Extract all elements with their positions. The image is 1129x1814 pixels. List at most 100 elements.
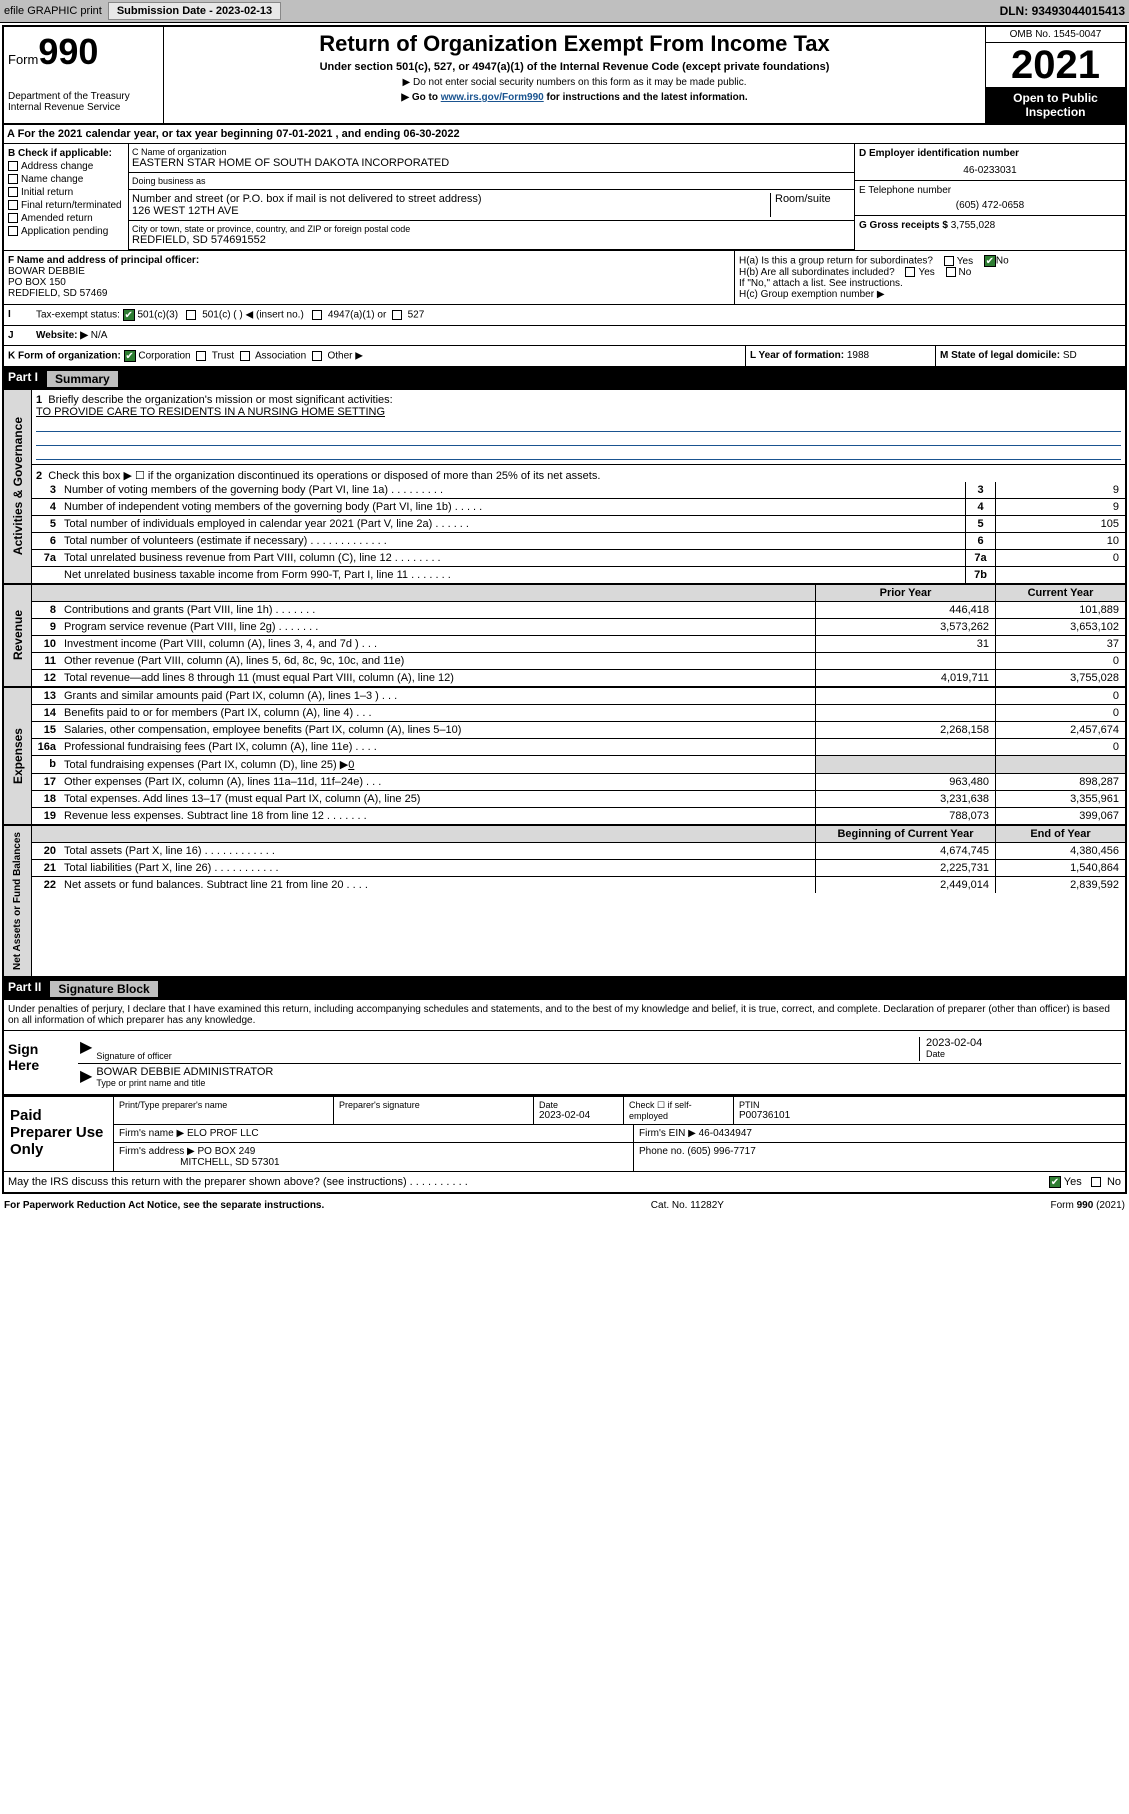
current-year-header: Current Year xyxy=(995,585,1125,601)
l20-prior: 4,674,745 xyxy=(815,843,995,859)
org-name: EASTERN STAR HOME OF SOUTH DAKOTA INCORP… xyxy=(132,157,851,169)
hb-yes[interactable] xyxy=(905,267,915,277)
l12-curr: 3,755,028 xyxy=(995,670,1125,686)
sig-name-title: BOWAR DEBBIE ADMINISTRATOR xyxy=(96,1066,1119,1078)
chk-address-change[interactable] xyxy=(8,161,18,171)
discuss-text: May the IRS discuss this return with the… xyxy=(8,1176,468,1188)
discuss-no[interactable] xyxy=(1091,1177,1101,1187)
opt-address-change: Address change xyxy=(21,161,93,172)
period-end: 06-30-2022 xyxy=(403,128,459,140)
opt-final-return: Final return/terminated xyxy=(21,200,122,211)
l10-curr: 37 xyxy=(995,636,1125,652)
tel-value: (605) 472-0658 xyxy=(859,200,1121,211)
chk-trust[interactable] xyxy=(196,351,206,361)
l16b-text: Total fundraising expenses (Part IX, col… xyxy=(64,759,348,771)
l19-prior: 788,073 xyxy=(815,808,995,824)
l17-prior: 963,480 xyxy=(815,774,995,790)
end-year-header: End of Year xyxy=(995,826,1125,842)
dln-label: DLN: xyxy=(1000,4,1032,18)
period-a: A For the 2021 calendar year, or tax yea… xyxy=(7,128,276,140)
officer-addr2: REDFIELD, SD 57469 xyxy=(8,288,730,299)
no-label: No xyxy=(996,256,1009,267)
l17-curr: 898,287 xyxy=(995,774,1125,790)
print-name-label: Print/Type preparer's name xyxy=(119,1100,328,1110)
l22-curr: 2,839,592 xyxy=(995,877,1125,893)
l18-prior: 3,231,638 xyxy=(815,791,995,807)
efile-label: efile GRAPHIC print xyxy=(4,5,102,17)
chk-527[interactable] xyxy=(392,310,402,320)
self-employed-check: Check ☐ if self-employed xyxy=(624,1097,734,1124)
org-name-label: C Name of organization xyxy=(132,147,851,157)
ein-value: 46-0233031 xyxy=(859,165,1121,176)
yes-label: Yes xyxy=(957,256,973,267)
gross-label: G Gross receipts $ xyxy=(859,220,951,231)
l11-curr: 0 xyxy=(995,653,1125,669)
firm-addr-label: Firm's address ▶ xyxy=(119,1146,195,1157)
form-num: 990 xyxy=(38,31,98,72)
discuss-yes-label: Yes xyxy=(1064,1176,1082,1188)
website-label: Website: ▶ xyxy=(36,330,88,341)
chk-501c3[interactable]: ✔ xyxy=(123,309,135,321)
chk-initial-return[interactable] xyxy=(8,187,18,197)
room-label: Room/suite xyxy=(775,193,851,205)
opt-amended: Amended return xyxy=(21,213,93,224)
officer-label: F Name and address of principal officer: xyxy=(8,255,199,266)
ha-label: H(a) Is this a group return for subordin… xyxy=(739,256,933,267)
submission-date-box: Submission Date - 2023-02-13 xyxy=(108,2,281,20)
part2-title: Signature Block xyxy=(49,980,158,998)
subtitle-3: ▶ Go to www.irs.gov/Form990 for instruct… xyxy=(168,92,981,103)
section-b-label: B Check if applicable: xyxy=(8,148,124,159)
form-title: Return of Organization Exempt From Incom… xyxy=(168,31,981,57)
yes-label2: Yes xyxy=(918,267,934,278)
l12-text: Total revenue—add lines 8 through 11 (mu… xyxy=(60,670,815,686)
form-footer: Form 990 (2021) xyxy=(1051,1200,1125,1211)
hb-no[interactable] xyxy=(946,267,956,277)
chk-amended[interactable] xyxy=(8,213,18,223)
chk-name-change[interactable] xyxy=(8,174,18,184)
mission-text: TO PROVIDE CARE TO RESIDENTS IN A NURSIN… xyxy=(36,406,1121,418)
l15-prior: 2,268,158 xyxy=(815,722,995,738)
opt-corp: Corporation xyxy=(138,351,190,362)
chk-4947[interactable] xyxy=(312,310,322,320)
l21-curr: 1,540,864 xyxy=(995,860,1125,876)
chk-other[interactable] xyxy=(312,351,322,361)
l19-curr: 399,067 xyxy=(995,808,1125,824)
dln-value: 93493044015413 xyxy=(1032,4,1125,18)
website-value: N/A xyxy=(91,330,108,341)
officer-addr1: PO BOX 150 xyxy=(8,277,730,288)
chk-final-return[interactable] xyxy=(8,200,18,210)
opt-assoc: Association xyxy=(255,351,306,362)
chk-assoc[interactable] xyxy=(240,351,250,361)
irs-link[interactable]: www.irs.gov/Form990 xyxy=(441,92,544,103)
line4-text: Number of independent voting members of … xyxy=(60,499,965,515)
l16a-curr: 0 xyxy=(995,739,1125,755)
part1-num: Part I xyxy=(8,370,38,388)
city-label: City or town, state or province, country… xyxy=(132,224,851,234)
opt-pending: Application pending xyxy=(21,226,108,237)
form-org-label: K Form of organization: xyxy=(8,351,121,362)
l8-text: Contributions and grants (Part VIII, lin… xyxy=(60,602,815,618)
subdate-label: Submission Date - xyxy=(117,5,216,17)
vlabel-governance: Activities & Governance xyxy=(9,411,27,561)
opt-501c: 501(c) ( ) ◀ (insert no.) xyxy=(202,310,304,321)
sign-here-label: Sign Here xyxy=(4,1031,74,1094)
l16a-text: Professional fundraising fees (Part IX, … xyxy=(60,739,815,755)
hb-note: If "No," attach a list. See instructions… xyxy=(739,278,1121,289)
ha-yes[interactable] xyxy=(944,256,954,266)
ha-no[interactable]: ✔ xyxy=(984,255,996,267)
l21-prior: 2,225,731 xyxy=(815,860,995,876)
firm-ein-label: Firm's EIN ▶ xyxy=(639,1128,696,1139)
prep-sig-label: Preparer's signature xyxy=(339,1100,528,1110)
chk-corp[interactable]: ✔ xyxy=(124,350,136,362)
chk-501c[interactable] xyxy=(186,310,196,320)
year-formation: 1988 xyxy=(847,350,869,361)
dba-label: Doing business as xyxy=(132,176,851,186)
discuss-yes[interactable]: ✔ xyxy=(1049,1176,1061,1188)
l22-text: Net assets or fund balances. Subtract li… xyxy=(60,877,815,893)
ein-label: D Employer identification number xyxy=(859,148,1121,159)
l16b-val: 0 xyxy=(348,759,354,771)
l9-text: Program service revenue (Part VIII, line… xyxy=(60,619,815,635)
sig-type-label: Type or print name and title xyxy=(96,1078,1119,1088)
chk-pending[interactable] xyxy=(8,226,18,236)
l14-text: Benefits paid to or for members (Part IX… xyxy=(60,705,815,721)
